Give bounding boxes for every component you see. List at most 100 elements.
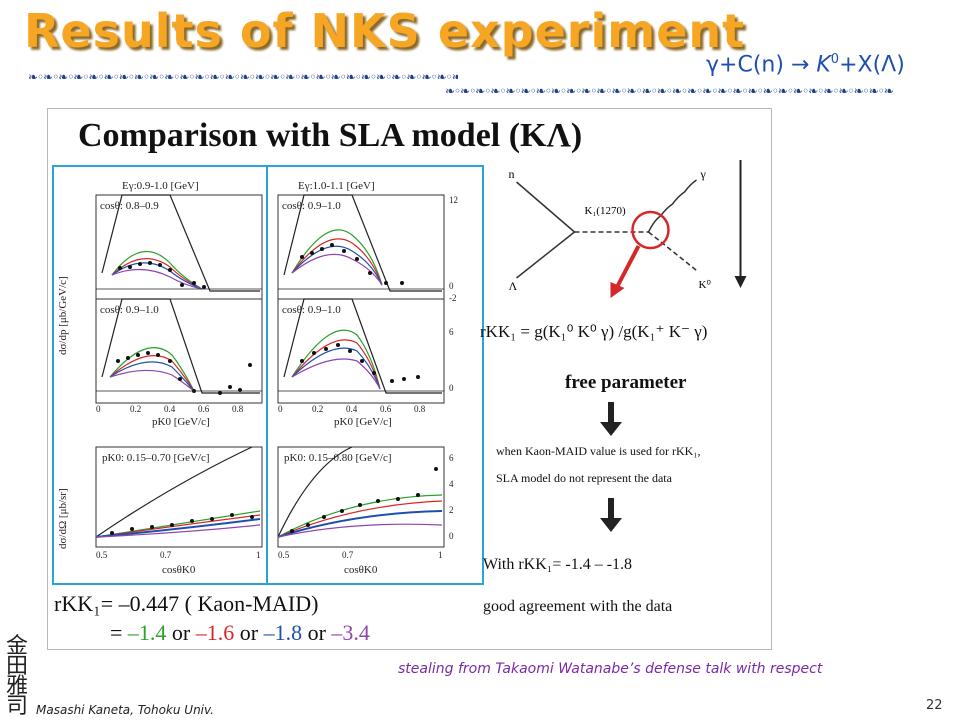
lambda-line [516, 231, 575, 279]
vertex-arrow-head [610, 282, 625, 298]
cos-tick-left-5: 1 [256, 550, 261, 560]
rkk-eq: = [110, 620, 128, 645]
model-curves-r3-right [277, 446, 443, 538]
cos-tick-right-0: 0.5 [278, 550, 290, 560]
energy-label-right: Eγ:1.0-1.1 [GeV] [298, 180, 375, 192]
y-tick-m2: -2 [449, 293, 457, 303]
reaction-label: γ+C(n) → K0+X(Λ) [706, 52, 905, 77]
label-n: n [509, 167, 515, 181]
plot-frame-r3-right [277, 446, 445, 548]
rkk-value-purple: –3.4 [331, 620, 370, 645]
coupling-formula: rKK₁ = g(K₁⁰ K⁰ γ) /g(K₁⁺ K⁻ γ) [480, 322, 708, 341]
down-arrow-1 [600, 402, 622, 436]
y-tick-b4: 4 [449, 479, 454, 489]
p-tick-left-6: 0.6 [198, 404, 210, 414]
plot-frame-r2-right [277, 298, 445, 404]
y-tick-b6: 6 [449, 453, 454, 463]
credit-note: stealing from Takaomi Watanabe’s defense… [398, 661, 823, 677]
seal-char-4: 司 [5, 694, 28, 719]
rkk-value-green: –1.4 [127, 620, 167, 645]
xlabel-cos-left: cosθK0 [162, 564, 196, 576]
output-arrow-head [734, 276, 747, 288]
cos-tick-left-0: 0.5 [96, 550, 108, 560]
rkk-or-2: or [234, 620, 264, 645]
p-tick-left-0: 0 [96, 404, 101, 414]
p-tick-right-8: 0.8 [414, 404, 426, 414]
slide-title: Results of NKS experiment [24, 4, 746, 58]
header-ornament: ❧◦❧◦❧◦❧◦❧◦❧◦❧◦❧◦❧◦❧◦❧◦❧◦❧◦❧◦❧◦❧◦❧◦❧◦❧◦❧◦… [28, 70, 458, 84]
neutron-line [516, 181, 575, 233]
rkk-or-1: or [166, 620, 196, 645]
rkk-or-3: or [302, 620, 332, 645]
feynman-diagram: n γ K₁(1270) Λ K⁰ [509, 160, 747, 298]
reaction-prefix: γ+C(n) → [706, 52, 817, 78]
p-tick-left-4: 0.4 [164, 404, 176, 414]
free-parameter-label: free parameter [565, 372, 687, 393]
label-lambda: Λ [509, 279, 518, 293]
photon-line [647, 179, 697, 233]
label-k1: K₁(1270) [585, 205, 626, 217]
cos-label-r2-left: cosθ: 0.9–1.0 [100, 304, 159, 316]
plot-frame-r3-left [95, 446, 263, 548]
p-label-r3-left: pK0: 0.15–0.70 [GeV/c] [102, 452, 210, 464]
model-curves-r3-left [95, 446, 261, 538]
energy-label-left: Eγ:0.9-1.0 [GeV] [122, 180, 199, 192]
rkk-values: = –1.4 or –1.6 or –1.8 or –3.4 [110, 620, 370, 646]
xlabel-p-right: pK0 [GeV/c] [334, 416, 392, 428]
rkk-kaon-maid: rKK₁= –0.447 ( Kaon-MAID) [54, 591, 319, 616]
label-k0: K⁰ [699, 279, 712, 291]
note-line-1: when Kaon-MAID value is used for rKK₁, [496, 444, 701, 458]
cos-tick-left-2: 0.7 [160, 550, 172, 560]
vertex-arrow [614, 245, 641, 289]
ylabel-top: dσ/dp [μb/GeV/c] [57, 276, 69, 355]
y-tick-6: 6 [449, 327, 454, 337]
cos-label-r1-right: cosθ: 0.9–1.0 [282, 200, 341, 212]
p-tick-left-2: 0.2 [130, 404, 141, 414]
p-tick-right-0: 0 [278, 404, 283, 414]
reaction-k0: K [816, 52, 831, 78]
y-tick-b2: 2 [449, 505, 454, 515]
author-footer: Masashi Kaneta, Tohoku Univ. [36, 703, 214, 717]
y-tick-b0: 0 [449, 531, 454, 541]
model-curves-r1-right [278, 194, 444, 292]
model-curves-r2-left [96, 298, 262, 395]
k0-line [648, 231, 699, 273]
model-curves-r1-left [96, 194, 262, 292]
p-tick-right-6: 0.6 [380, 404, 392, 414]
cos-tick-right-5: 1 [438, 550, 443, 560]
plot-frame-r2-left [95, 298, 263, 404]
plots-highlight-frame [52, 165, 484, 585]
plots-divider [266, 165, 268, 585]
ylabel-bottom: dσ/dΩ [μb/sr] [57, 488, 69, 549]
rkk-value-red: –1.6 [195, 620, 235, 645]
comparison-panel: Comparison with SLA model (KΛ) [47, 108, 772, 650]
reaction-k0-sup: 0 [830, 52, 840, 67]
y-tick-0: 0 [449, 281, 454, 291]
xlabel-cos-right: cosθK0 [344, 564, 378, 576]
model-curves-r2-right [278, 298, 444, 394]
cos-label-r2-right: cosθ: 0.9–1.0 [282, 304, 341, 316]
p-tick-right-2: 0.2 [312, 404, 323, 414]
y-tick-0b: 0 [449, 383, 454, 393]
note-line-2: SLA model do not represent the data [496, 471, 672, 485]
cos-tick-right-2: 0.7 [342, 550, 354, 560]
seal-char-1: 金 [5, 634, 28, 659]
p-tick-right-4: 0.4 [346, 404, 358, 414]
xlabel-p-left: pK0 [GeV/c] [152, 416, 210, 428]
cross-section-plots: .ax { font-family: "Liberation Serif", s… [57, 180, 458, 576]
panel-title: Comparison with SLA model (KΛ) [78, 117, 583, 154]
seal-char-3: 雅 [5, 674, 28, 699]
p-label-r3-right: pK0: 0.15–0.80 [GeV/c] [284, 452, 392, 464]
y-tick-12: 12 [449, 195, 458, 205]
p-tick-left-8: 0.8 [232, 404, 244, 414]
header-ornament-2: ❧◦❧◦❧◦❧◦❧◦❧◦❧◦❧◦❧◦❧◦❧◦❧◦❧◦❧◦❧◦❧◦❧◦❧◦❧◦❧◦… [445, 84, 894, 98]
with-rkk-line: With rKK₁= -1.4 – -1.8 [483, 556, 633, 573]
cos-label-r1-left: cosθ: 0.8–0.9 [100, 200, 159, 212]
label-gamma: γ [700, 167, 707, 181]
good-agreement-line: good agreement with the data [483, 598, 673, 615]
page-number: 22 [926, 698, 943, 713]
rkk-value-blue: –1.8 [263, 620, 303, 645]
down-arrow-2 [600, 498, 622, 532]
reaction-suffix: +X(Λ) [839, 52, 905, 78]
vertex-highlight [631, 210, 670, 250]
